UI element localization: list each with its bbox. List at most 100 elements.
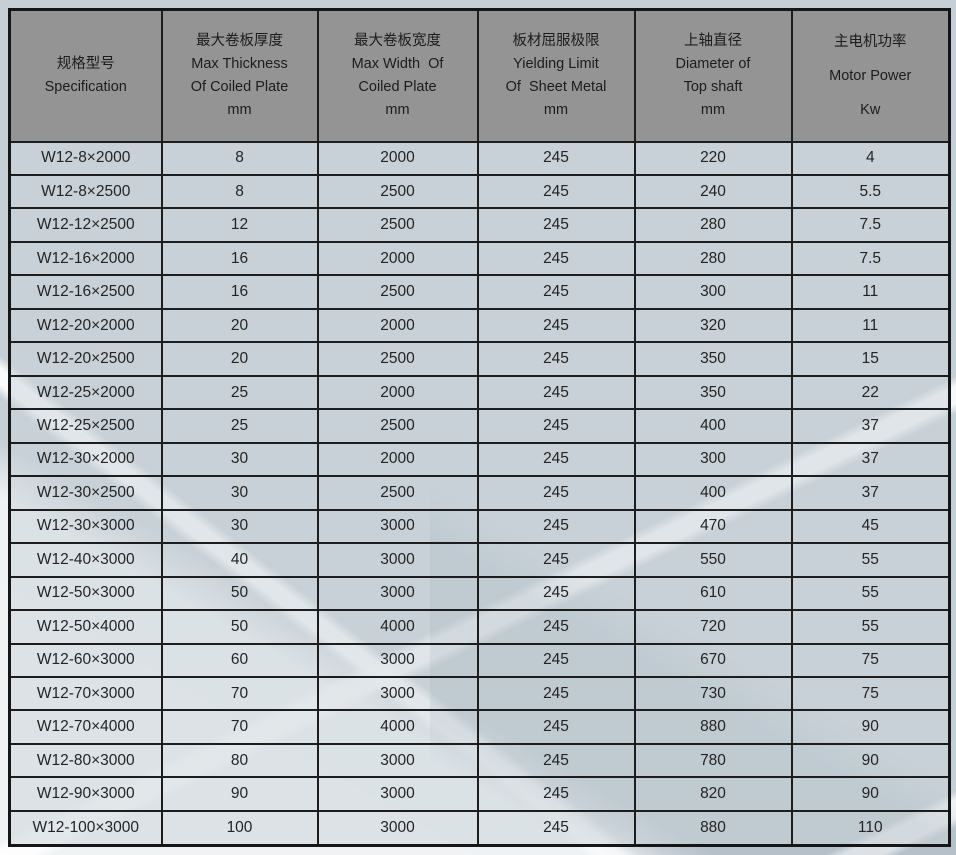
cell-yielding_limit: 245 bbox=[476, 441, 636, 478]
cell-specification: W12-8×2500 bbox=[8, 173, 163, 210]
cell-max_width: 3000 bbox=[316, 542, 479, 578]
cell-top_shaft_diameter: 350 bbox=[633, 374, 793, 411]
cell-motor_power: 110 bbox=[790, 809, 951, 847]
cell-yielding_limit: 245 bbox=[476, 173, 636, 210]
cell-motor_power: 37 bbox=[790, 475, 951, 511]
table-row: W12-70×3000 70 3000 245 730 75 bbox=[8, 675, 951, 712]
cell-max_thickness: 30 bbox=[160, 508, 319, 545]
table-row: W12-16×2000 16 2000 245 280 7.5 bbox=[8, 240, 951, 277]
cell-max_thickness: 80 bbox=[160, 742, 319, 779]
cell-specification: W12-30×3000 bbox=[8, 508, 163, 545]
cell-max_width: 3000 bbox=[316, 675, 479, 712]
column-header-yielding-limit: 板材屈服极限 Yielding Limit Of Sheet Metal mm bbox=[476, 8, 636, 143]
cell-specification: W12-25×2500 bbox=[8, 408, 163, 444]
table-row: W12-50×3000 50 3000 245 610 55 bbox=[8, 575, 951, 612]
specification-table: 规格型号 Specification 最大卷板厚度 Max Thickness … bbox=[8, 8, 951, 847]
cell-motor_power: 7.5 bbox=[790, 240, 951, 277]
cell-top_shaft_diameter: 400 bbox=[633, 408, 793, 444]
cell-max_thickness: 30 bbox=[160, 441, 319, 478]
cell-top_shaft_diameter: 300 bbox=[633, 441, 793, 478]
cell-specification: W12-8×2000 bbox=[8, 140, 163, 176]
table-row: W12-40×3000 40 3000 245 550 55 bbox=[8, 542, 951, 578]
cell-yielding_limit: 245 bbox=[476, 475, 636, 511]
cell-max_width: 2500 bbox=[316, 207, 479, 243]
cell-yielding_limit: 245 bbox=[476, 542, 636, 578]
cell-specification: W12-20×2500 bbox=[8, 341, 163, 377]
cell-specification: W12-30×2000 bbox=[8, 441, 163, 478]
cell-max_thickness: 40 bbox=[160, 542, 319, 578]
cell-yielding_limit: 245 bbox=[476, 742, 636, 779]
cell-yielding_limit: 245 bbox=[476, 274, 636, 310]
cell-max_thickness: 25 bbox=[160, 374, 319, 411]
cell-max_width: 4000 bbox=[316, 709, 479, 745]
cell-max_thickness: 20 bbox=[160, 307, 319, 344]
column-header-top-shaft-diameter: 上轴直径 Diameter of Top shaft mm bbox=[633, 8, 793, 143]
cell-top_shaft_diameter: 240 bbox=[633, 173, 793, 210]
cell-max_thickness: 70 bbox=[160, 675, 319, 712]
cell-max_thickness: 100 bbox=[160, 809, 319, 847]
table-row: W12-30×3000 30 3000 245 470 45 bbox=[8, 508, 951, 545]
cell-max_width: 3000 bbox=[316, 809, 479, 847]
cell-top_shaft_diameter: 350 bbox=[633, 341, 793, 377]
cell-max_thickness: 70 bbox=[160, 709, 319, 745]
cell-yielding_limit: 245 bbox=[476, 341, 636, 377]
cell-max_width: 3000 bbox=[316, 742, 479, 779]
cell-top_shaft_diameter: 780 bbox=[633, 742, 793, 779]
cell-specification: W12-70×3000 bbox=[8, 675, 163, 712]
cell-top_shaft_diameter: 820 bbox=[633, 776, 793, 812]
cell-top_shaft_diameter: 470 bbox=[633, 508, 793, 545]
cell-yielding_limit: 245 bbox=[476, 374, 636, 411]
table-row: W12-25×2500 25 2500 245 400 37 bbox=[8, 408, 951, 444]
cell-max_width: 2500 bbox=[316, 408, 479, 444]
cell-motor_power: 55 bbox=[790, 609, 951, 645]
cell-top_shaft_diameter: 880 bbox=[633, 709, 793, 745]
cell-specification: W12-70×4000 bbox=[8, 709, 163, 745]
cell-max_width: 4000 bbox=[316, 609, 479, 645]
cell-yielding_limit: 245 bbox=[476, 408, 636, 444]
cell-yielding_limit: 245 bbox=[476, 609, 636, 645]
column-header-specification: 规格型号 Specification bbox=[8, 8, 163, 143]
cell-max_thickness: 25 bbox=[160, 408, 319, 444]
cell-motor_power: 55 bbox=[790, 575, 951, 612]
table-row: W12-100×3000 100 3000 245 880 110 bbox=[8, 809, 951, 847]
table-row: W12-8×2500 8 2500 245 240 5.5 bbox=[8, 173, 951, 210]
cell-top_shaft_diameter: 320 bbox=[633, 307, 793, 344]
table-row: W12-60×3000 60 3000 245 670 75 bbox=[8, 642, 951, 679]
cell-top_shaft_diameter: 550 bbox=[633, 542, 793, 578]
cell-yielding_limit: 245 bbox=[476, 240, 636, 277]
cell-yielding_limit: 245 bbox=[476, 575, 636, 612]
cell-specification: W12-12×2500 bbox=[8, 207, 163, 243]
cell-max_thickness: 16 bbox=[160, 274, 319, 310]
cell-yielding_limit: 245 bbox=[476, 642, 636, 679]
cell-specification: W12-90×3000 bbox=[8, 776, 163, 812]
cell-top_shaft_diameter: 400 bbox=[633, 475, 793, 511]
cell-specification: W12-25×2000 bbox=[8, 374, 163, 411]
cell-specification: W12-80×3000 bbox=[8, 742, 163, 779]
cell-motor_power: 75 bbox=[790, 642, 951, 679]
table-row: W12-30×2000 30 2000 245 300 37 bbox=[8, 441, 951, 478]
cell-top_shaft_diameter: 220 bbox=[633, 140, 793, 176]
cell-max_thickness: 50 bbox=[160, 575, 319, 612]
cell-max_thickness: 8 bbox=[160, 173, 319, 210]
table-row: W12-25×2000 25 2000 245 350 22 bbox=[8, 374, 951, 411]
cell-specification: W12-16×2000 bbox=[8, 240, 163, 277]
cell-specification: W12-20×2000 bbox=[8, 307, 163, 344]
cell-max_thickness: 20 bbox=[160, 341, 319, 377]
cell-max_width: 2000 bbox=[316, 441, 479, 478]
table-row: W12-70×4000 70 4000 245 880 90 bbox=[8, 709, 951, 745]
table-row: W12-8×2000 8 2000 245 220 4 bbox=[8, 140, 951, 176]
cell-motor_power: 37 bbox=[790, 408, 951, 444]
cell-top_shaft_diameter: 280 bbox=[633, 207, 793, 243]
table-body: W12-8×2000 8 2000 245 220 4 W12-8×2500 8 2500 245… bbox=[8, 140, 951, 847]
cell-yielding_limit: 245 bbox=[476, 709, 636, 745]
cell-max_thickness: 60 bbox=[160, 642, 319, 679]
cell-top_shaft_diameter: 610 bbox=[633, 575, 793, 612]
cell-specification: W12-16×2500 bbox=[8, 274, 163, 310]
cell-motor_power: 11 bbox=[790, 307, 951, 344]
cell-yielding_limit: 245 bbox=[476, 207, 636, 243]
cell-max_thickness: 8 bbox=[160, 140, 319, 176]
table-row: W12-80×3000 80 3000 245 780 90 bbox=[8, 742, 951, 779]
cell-top_shaft_diameter: 300 bbox=[633, 274, 793, 310]
cell-motor_power: 55 bbox=[790, 542, 951, 578]
cell-motor_power: 37 bbox=[790, 441, 951, 478]
